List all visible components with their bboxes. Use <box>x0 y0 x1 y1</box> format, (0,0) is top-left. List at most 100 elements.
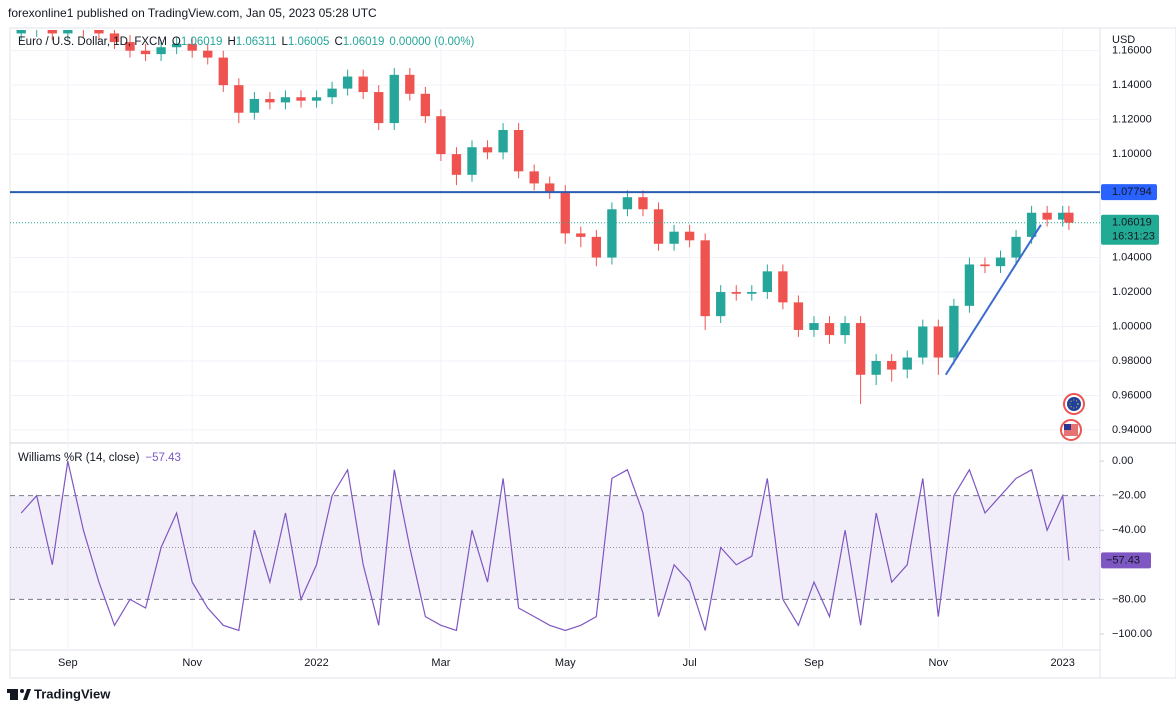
y-tick-label: −20.00 <box>1112 490 1146 502</box>
candle-body <box>995 257 1006 267</box>
candle-body <box>498 129 508 153</box>
y-tick-label: 1.00000 <box>1112 320 1152 332</box>
candle-body <box>700 240 710 317</box>
level-label-bg <box>1101 184 1157 201</box>
candle-body <box>203 50 213 58</box>
indicator-value: −57.43 <box>145 452 181 464</box>
indicator-value-label: −57.43 <box>1106 554 1140 566</box>
candle-body <box>1011 236 1021 258</box>
y-tick-label: 0.94000 <box>1112 424 1152 436</box>
x-tick-label: 2023 <box>1050 657 1074 669</box>
countdown: 16:31:23 <box>1112 231 1155 243</box>
candle-body <box>669 231 679 244</box>
candle-body <box>778 271 788 303</box>
candle-body <box>576 233 586 237</box>
ohlc-value: 1.06311 <box>236 36 277 48</box>
candle-body <box>529 171 539 184</box>
candle-body <box>684 231 695 241</box>
ohlc-value: 1.06019 <box>181 36 223 48</box>
candle-body <box>591 236 602 258</box>
candle-body <box>747 292 757 294</box>
indicator-value-bg <box>1101 552 1151 569</box>
y-tick-label: 1.12000 <box>1112 114 1152 126</box>
indicator-pane <box>10 460 1100 632</box>
candle-body <box>265 98 275 103</box>
candle-body <box>1042 212 1052 220</box>
candle-body <box>840 323 850 336</box>
candle-body <box>249 98 260 113</box>
candle-body <box>420 93 431 117</box>
axes: Sep Nov 2022 Mar May Jul Sep Nov 2023 0.94000 0.96… <box>58 45 1159 669</box>
x-tick-label: Sep <box>804 657 824 669</box>
level-label: 1.07794 <box>1112 186 1152 198</box>
candle-body <box>280 97 291 103</box>
last-price-label: 1.06019 <box>1112 217 1152 229</box>
candle-body <box>187 43 197 51</box>
candle-body <box>16 30 26 34</box>
candle-body <box>918 326 928 358</box>
williams-line <box>20 460 1070 632</box>
publish-note: forexonline1 published on TradingView.co… <box>8 6 377 20</box>
candle-body <box>762 271 773 293</box>
candle-body <box>467 147 477 175</box>
candle-body <box>887 360 897 370</box>
candle-body <box>731 292 741 294</box>
price-pane <box>10 30 1100 405</box>
y-tick-label: 1.04000 <box>1112 251 1152 263</box>
y-tick-label: 0.00 <box>1112 455 1133 467</box>
y-tick-label: −80.00 <box>1112 593 1146 605</box>
candle-body <box>358 76 368 93</box>
brand-logo <box>7 689 31 700</box>
indicator-legend: Williams %R (14, close) −57.43 <box>18 452 181 464</box>
y-tick-label: 0.98000 <box>1112 355 1152 367</box>
brand: TradingView <box>34 686 111 701</box>
axis-unit: USD <box>1112 34 1135 46</box>
candle-body <box>871 360 881 375</box>
y-tick-label: 1.02000 <box>1112 286 1152 298</box>
candle-body <box>482 147 493 153</box>
indicator-title: Williams %R (14, close) <box>18 452 140 464</box>
band-fill <box>10 495 1100 600</box>
flag-icons <box>1060 393 1085 441</box>
candle-body <box>94 30 104 34</box>
x-tick-label: Sep <box>58 657 78 669</box>
candle-body <box>653 209 664 244</box>
candle-body <box>1058 212 1068 220</box>
candle-body <box>902 357 912 370</box>
candle-body <box>560 192 570 234</box>
symbol: Euro / U.S. Dollar, 1D, FXCM <box>18 36 167 48</box>
y-tick-label: 1.10000 <box>1112 148 1152 160</box>
candle-body <box>855 323 866 375</box>
candle-body <box>451 154 462 175</box>
candle-body <box>436 116 446 155</box>
candle-body <box>109 33 120 43</box>
candle-body <box>234 85 244 113</box>
ohlc-key: O <box>172 36 181 48</box>
x-tick-label: May <box>555 657 576 669</box>
candle-body <box>156 47 166 55</box>
candle-body <box>342 76 353 89</box>
candle-body <box>63 30 73 34</box>
candle-body <box>513 129 524 172</box>
y-tick-label: −100.00 <box>1112 628 1152 640</box>
y-tick-label: 1.16000 <box>1112 45 1152 57</box>
candle-body <box>964 264 975 306</box>
candle-body <box>949 305 959 358</box>
candle-body <box>545 183 555 193</box>
candle-body <box>171 43 182 48</box>
candle-body <box>793 302 804 330</box>
x-tick-label: Nov <box>182 657 202 669</box>
candle-body <box>327 88 337 98</box>
candle-body <box>933 326 943 358</box>
candle-body <box>980 264 990 267</box>
legend: Euro / U.S. Dollar, 1D, FXCM O1.06019 H1.0… <box>18 36 475 48</box>
candle-body <box>125 42 135 51</box>
ohlc-key: C <box>334 36 342 48</box>
candle-body <box>218 57 228 86</box>
x-tick-label: Mar <box>431 657 450 669</box>
candle-body <box>622 197 633 210</box>
trend-line <box>944 224 1042 376</box>
ohlc: O1.06019 H1.06311 L1.06005 C1.06019 <box>172 36 384 48</box>
